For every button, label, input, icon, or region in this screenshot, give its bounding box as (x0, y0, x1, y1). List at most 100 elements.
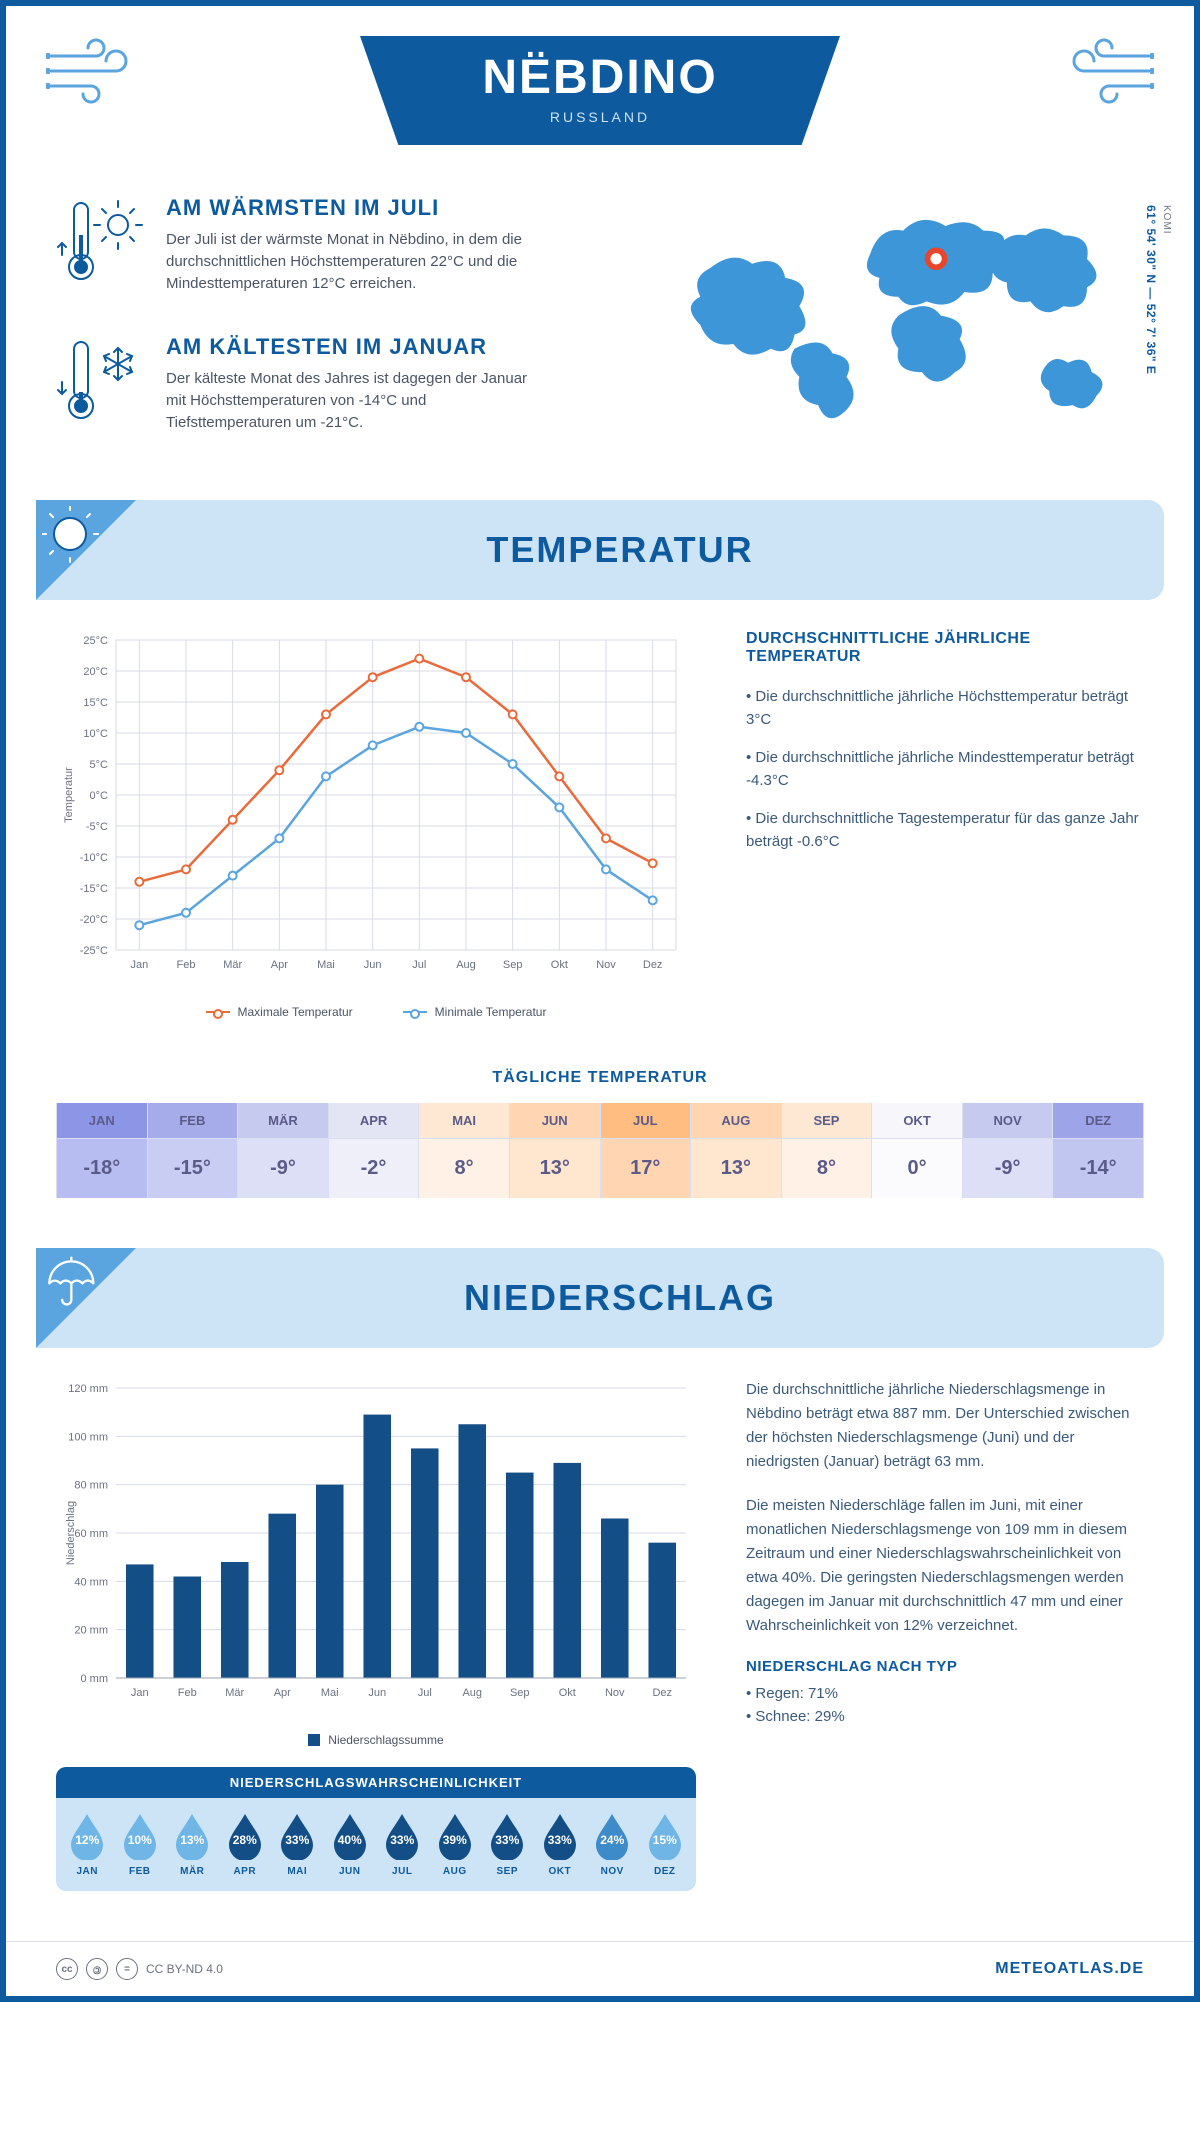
prob-drop: 33%JUL (377, 1812, 428, 1877)
umbrella-icon (42, 1254, 97, 1309)
svg-text:Dez: Dez (652, 1687, 672, 1699)
svg-text:Aug: Aug (462, 1687, 482, 1699)
wind-icon (46, 36, 166, 106)
precip-bar-chart: 0 mm20 mm40 mm60 mm80 mm100 mm120 mmNied… (56, 1378, 696, 1718)
daily-temp-value: -9° (238, 1138, 328, 1198)
svg-text:Nov: Nov (605, 1687, 625, 1699)
warm-body: Der Juli ist der wärmste Monat in Nëbdin… (166, 229, 546, 294)
footer: cc 🄯 = CC BY-ND 4.0 METEOATLAS.DE (6, 1941, 1194, 1996)
svg-text:0°C: 0°C (90, 790, 109, 802)
daily-month-head: MÄR (238, 1103, 328, 1138)
svg-text:Jan: Jan (130, 959, 148, 971)
svg-text:-15°C: -15°C (80, 883, 108, 895)
wind-icon (1034, 36, 1154, 106)
prob-drop: 40%JUN (325, 1812, 376, 1877)
header: NËBDINO RUSSLAND (6, 6, 1194, 165)
svg-text:20 mm: 20 mm (74, 1625, 108, 1637)
daily-temp-value: 13° (691, 1138, 781, 1198)
svg-text:Mai: Mai (317, 959, 335, 971)
daily-month-head: JUN (510, 1103, 600, 1138)
svg-text:Dez: Dez (643, 959, 663, 971)
daily-month-head: APR (329, 1103, 419, 1138)
cold-title: AM KÄLTESTEN IM JANUAR (166, 334, 546, 360)
svg-text:Nov: Nov (596, 959, 616, 971)
svg-text:120 mm: 120 mm (68, 1383, 108, 1395)
precip-probability-box: NIEDERSCHLAGSWAHRSCHEINLICHKEIT 12%JAN10… (56, 1767, 696, 1891)
prob-drop: 12%JAN (62, 1812, 113, 1877)
warm-title: AM WÄRMSTEN IM JULI (166, 195, 546, 221)
svg-text:Mai: Mai (321, 1687, 339, 1699)
svg-text:Apr: Apr (274, 1687, 291, 1699)
fact-item: • Die durchschnittliche Tagestemperatur … (746, 808, 1144, 853)
svg-text:Feb: Feb (177, 959, 196, 971)
svg-text:Temperatur: Temperatur (63, 767, 75, 823)
legend-min: .legend-line[style*='5aa5e0']::after{bor… (403, 1005, 547, 1019)
svg-text:Jun: Jun (368, 1687, 386, 1699)
svg-text:Jul: Jul (418, 1687, 432, 1699)
svg-text:40 mm: 40 mm (74, 1576, 108, 1588)
precip-para2: Die meisten Niederschläge fallen im Juni… (746, 1494, 1144, 1638)
svg-text:-10°C: -10°C (80, 852, 108, 864)
prob-drop: 24%NOV (587, 1812, 638, 1877)
cold-body: Der kälteste Monat des Jahres ist dagege… (166, 368, 546, 433)
precip-banner: NIEDERSCHLAG (36, 1248, 1164, 1348)
daily-temp-value: -9° (963, 1138, 1053, 1198)
daily-temp-value: 8° (419, 1138, 509, 1198)
daily-temp-table: JAN-18°FEB-15°MÄR-9°APR-2°MAI8°JUN13°JUL… (56, 1103, 1144, 1198)
prob-title: NIEDERSCHLAGSWAHRSCHEINLICHKEIT (56, 1767, 696, 1798)
thermometer-snow-icon (56, 334, 146, 424)
prob-drop: 33%MAI (272, 1812, 323, 1877)
prob-drop: 15%DEZ (640, 1812, 691, 1877)
svg-text:-20°C: -20°C (80, 914, 108, 926)
daily-month-head: SEP (782, 1103, 872, 1138)
daily-temp-value: -2° (329, 1138, 419, 1198)
daily-month-head: MAI (419, 1103, 509, 1138)
prob-drop: 10%FEB (115, 1812, 166, 1877)
country-subtitle: RUSSLAND (420, 109, 780, 125)
temperature-line-chart: -25°C-20°C-15°C-10°C-5°C0°C5°C10°C15°C20… (56, 630, 696, 1019)
svg-text:Okt: Okt (559, 1687, 576, 1699)
svg-text:Mär: Mär (223, 959, 242, 971)
temperature-banner: TEMPERATUR (36, 500, 1164, 600)
daily-temp-value: -18° (57, 1138, 147, 1198)
daily-temp-value: 0° (872, 1138, 962, 1198)
svg-text:0 mm: 0 mm (81, 1673, 109, 1685)
svg-text:5°C: 5°C (90, 759, 109, 771)
precip-title: NIEDERSCHLAG (176, 1277, 1064, 1319)
region-label: KOMI (1161, 205, 1172, 235)
facts-title: DURCHSCHNITTLICHE JÄHRLICHE TEMPERATUR (746, 630, 1144, 666)
daily-month-head: FEB (148, 1103, 238, 1138)
svg-text:20°C: 20°C (83, 666, 108, 678)
cc-icon: cc (56, 1958, 78, 1980)
world-map: 61° 54' 30" N — 52° 7' 36" E KOMI (672, 195, 1144, 460)
fact-item: • Die durchschnittliche jährliche Mindes… (746, 747, 1144, 792)
thermometer-sun-icon (56, 195, 146, 285)
city-title: NËBDINO (420, 50, 780, 105)
svg-text:80 mm: 80 mm (74, 1480, 108, 1492)
title-banner: NËBDINO RUSSLAND (360, 36, 840, 145)
daily-temp-value: 17° (601, 1138, 691, 1198)
svg-text:Jul: Jul (412, 959, 426, 971)
nd-icon: = (116, 1958, 138, 1980)
prob-drop: 39%AUG (430, 1812, 481, 1877)
coordinates: 61° 54' 30" N — 52° 7' 36" E (1144, 205, 1158, 374)
bytype-title: NIEDERSCHLAG NACH TYP (746, 1658, 1144, 1675)
daily-month-head: NOV (963, 1103, 1053, 1138)
legend-precip: Niederschlagssumme (308, 1733, 443, 1747)
svg-text:15°C: 15°C (83, 697, 108, 709)
svg-text:-25°C: -25°C (80, 945, 108, 957)
svg-text:Aug: Aug (456, 959, 476, 971)
intro-row: AM WÄRMSTEN IM JULI Der Juli ist der wär… (6, 165, 1194, 500)
svg-text:10°C: 10°C (83, 728, 108, 740)
legend-max: .legend-line[style*='e96a3a']::after{bor… (206, 1005, 353, 1019)
daily-temp-value: -15° (148, 1138, 238, 1198)
svg-text:Jan: Jan (131, 1687, 149, 1699)
svg-text:100 mm: 100 mm (68, 1431, 108, 1443)
warm-blurb: AM WÄRMSTEN IM JULI Der Juli ist der wär… (56, 195, 632, 294)
prob-drop: 33%SEP (482, 1812, 533, 1877)
temperature-facts: DURCHSCHNITTLICHE JÄHRLICHE TEMPERATUR •… (746, 630, 1144, 1019)
svg-text:Niederschlag: Niederschlag (65, 1501, 77, 1565)
temperature-title: TEMPERATUR (176, 529, 1064, 571)
fact-item: • Die durchschnittliche jährliche Höchst… (746, 686, 1144, 731)
daily-month-head: OKT (872, 1103, 962, 1138)
